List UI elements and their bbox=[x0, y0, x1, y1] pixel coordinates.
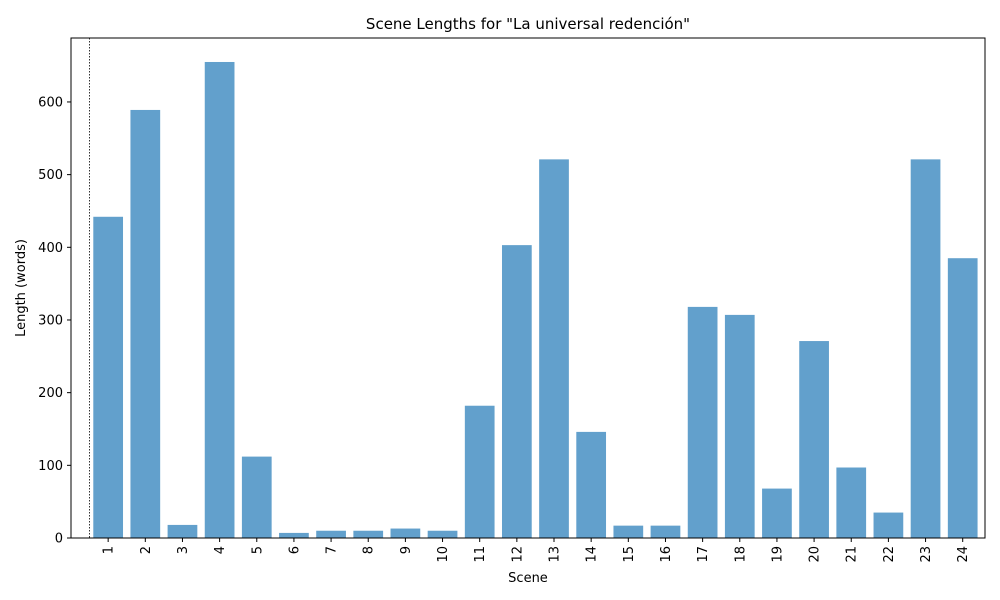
bar-scene-19 bbox=[762, 488, 792, 538]
x-tick-label: 14 bbox=[585, 546, 600, 563]
x-tick-label: 23 bbox=[919, 546, 934, 563]
x-tick-label: 11 bbox=[473, 546, 488, 563]
x-tick-label: 1 bbox=[102, 546, 117, 554]
x-tick-label: 10 bbox=[436, 546, 451, 563]
x-tick-label: 2 bbox=[139, 546, 154, 554]
bar-scene-17 bbox=[687, 306, 718, 538]
bar-scene-15 bbox=[613, 525, 644, 538]
x-tick-label: 8 bbox=[362, 546, 377, 554]
y-tick-label: 0 bbox=[55, 532, 63, 547]
bar-scene-1 bbox=[93, 216, 124, 539]
bar-scene-14 bbox=[576, 431, 607, 538]
bar-scene-4 bbox=[204, 61, 235, 539]
bar-scene-21 bbox=[836, 467, 867, 538]
x-tick-label: 7 bbox=[325, 546, 340, 554]
x-tick-label: 5 bbox=[250, 546, 265, 554]
x-tick-label: 22 bbox=[882, 546, 897, 563]
y-axis-label: Length (words) bbox=[14, 239, 29, 337]
bar-scene-9 bbox=[390, 528, 421, 538]
y-tick-label: 500 bbox=[38, 168, 63, 183]
x-tick-label: 6 bbox=[287, 546, 302, 554]
bar-scene-12 bbox=[501, 245, 532, 539]
x-tick-label: 4 bbox=[213, 546, 228, 554]
bar-scene-24 bbox=[947, 258, 978, 538]
x-tick-label: 18 bbox=[733, 546, 748, 563]
x-tick-label: 16 bbox=[659, 546, 674, 563]
y-tick-label: 200 bbox=[38, 386, 63, 401]
bar-scene-16 bbox=[650, 525, 681, 538]
x-tick-label: 9 bbox=[399, 546, 414, 554]
bar-scene-8 bbox=[353, 530, 384, 538]
y-tick-label: 100 bbox=[38, 459, 63, 474]
bar-scene-23 bbox=[910, 159, 941, 538]
x-tick-label: 21 bbox=[845, 546, 860, 563]
bar-scene-2 bbox=[130, 109, 161, 538]
x-axis-ticks: 1 2 3 4 5 6 7 8 9 10 11 12 13 14 15 16 17 18 19 20 21 22 23 24 bbox=[102, 538, 971, 563]
x-tick-label: 3 bbox=[176, 546, 191, 554]
bar-scene-10 bbox=[427, 530, 458, 538]
x-tick-label: 15 bbox=[622, 546, 637, 563]
bar-scene-18 bbox=[724, 314, 755, 538]
x-tick-label: 17 bbox=[696, 546, 711, 563]
x-tick-label: 19 bbox=[770, 546, 785, 563]
bar-scene-5 bbox=[241, 456, 272, 538]
x-tick-label: 20 bbox=[808, 546, 823, 563]
x-tick-label: 12 bbox=[510, 546, 525, 563]
y-tick-label: 400 bbox=[38, 241, 63, 256]
x-tick-label: 24 bbox=[956, 546, 971, 563]
bar-scene-20 bbox=[799, 341, 829, 538]
bar-scene-7 bbox=[316, 530, 346, 538]
bar-scene-3 bbox=[167, 524, 198, 538]
y-tick-label: 300 bbox=[38, 313, 63, 328]
x-tick-label: 13 bbox=[548, 546, 563, 563]
bars-group bbox=[93, 61, 978, 539]
chart-title: Scene Lengths for "La universal redenció… bbox=[366, 15, 690, 33]
bar-scene-6 bbox=[279, 532, 309, 538]
y-tick-label: 600 bbox=[38, 95, 63, 110]
bar-scene-11 bbox=[464, 405, 495, 538]
y-axis-ticks: 0 100 200 300 400 500 600 bbox=[38, 95, 71, 547]
bar-scene-22 bbox=[873, 512, 904, 538]
bar-scene-13 bbox=[539, 159, 569, 538]
x-axis-label: Scene bbox=[508, 571, 548, 586]
plot-frame bbox=[70, 37, 986, 539]
